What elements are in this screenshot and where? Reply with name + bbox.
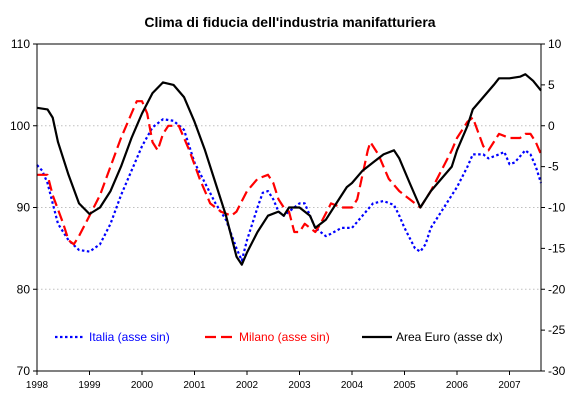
x-tick-label: 2005 bbox=[393, 380, 416, 391]
series-lines bbox=[36, 73, 543, 266]
series-line-2 bbox=[36, 73, 542, 266]
legend: Italia (asse sin) Milano (asse sin) Area E… bbox=[55, 330, 503, 344]
x-tick-label: 2000 bbox=[131, 380, 154, 391]
series-line-1 bbox=[37, 100, 543, 246]
chart-title: Clima di fiducia dell'industria manifatt… bbox=[144, 14, 435, 30]
y-left-tick-label: 110 bbox=[11, 37, 30, 51]
x-tick-label: 2002 bbox=[236, 380, 259, 391]
x-tick-label: 2004 bbox=[341, 380, 364, 391]
legend-label-2: Area Euro (asse dx) bbox=[396, 330, 503, 344]
y-right-tick-label: 0 bbox=[548, 119, 555, 133]
series-line-0 bbox=[36, 118, 543, 262]
x-tick-label: 1999 bbox=[78, 380, 101, 391]
y-right-tick-label: -5 bbox=[548, 160, 559, 174]
legend-label-1: Milano (asse sin) bbox=[239, 330, 330, 344]
y-right-tick-label: -30 bbox=[548, 364, 566, 378]
y-right-tick-label: -20 bbox=[548, 282, 566, 296]
x-tick-label: 2001 bbox=[183, 380, 206, 391]
y-right-tick-label: -10 bbox=[548, 201, 566, 215]
x-tick-label: 2003 bbox=[288, 380, 311, 391]
y-left-tick-label: 90 bbox=[17, 201, 31, 215]
y-left-tick-label: 100 bbox=[10, 119, 30, 133]
x-tick-label: 2006 bbox=[446, 380, 469, 391]
y-right-tick-label: -25 bbox=[548, 323, 566, 337]
y-right-tick-label: -15 bbox=[548, 241, 566, 255]
x-tick-label: 2007 bbox=[498, 380, 521, 391]
axes: 70 80 90 100 110 -30 -25 -20 -15 -10 -5 0 5 10 1998 199… bbox=[10, 37, 566, 391]
legend-label-0: Italia (asse sin) bbox=[89, 330, 170, 344]
x-tick-label: 1998 bbox=[26, 380, 49, 391]
y-left-tick-label: 80 bbox=[17, 282, 31, 296]
y-right-tick-label: 5 bbox=[548, 78, 555, 92]
y-right-tick-label: 10 bbox=[548, 37, 562, 51]
y-left-tick-label: 70 bbox=[17, 364, 31, 378]
